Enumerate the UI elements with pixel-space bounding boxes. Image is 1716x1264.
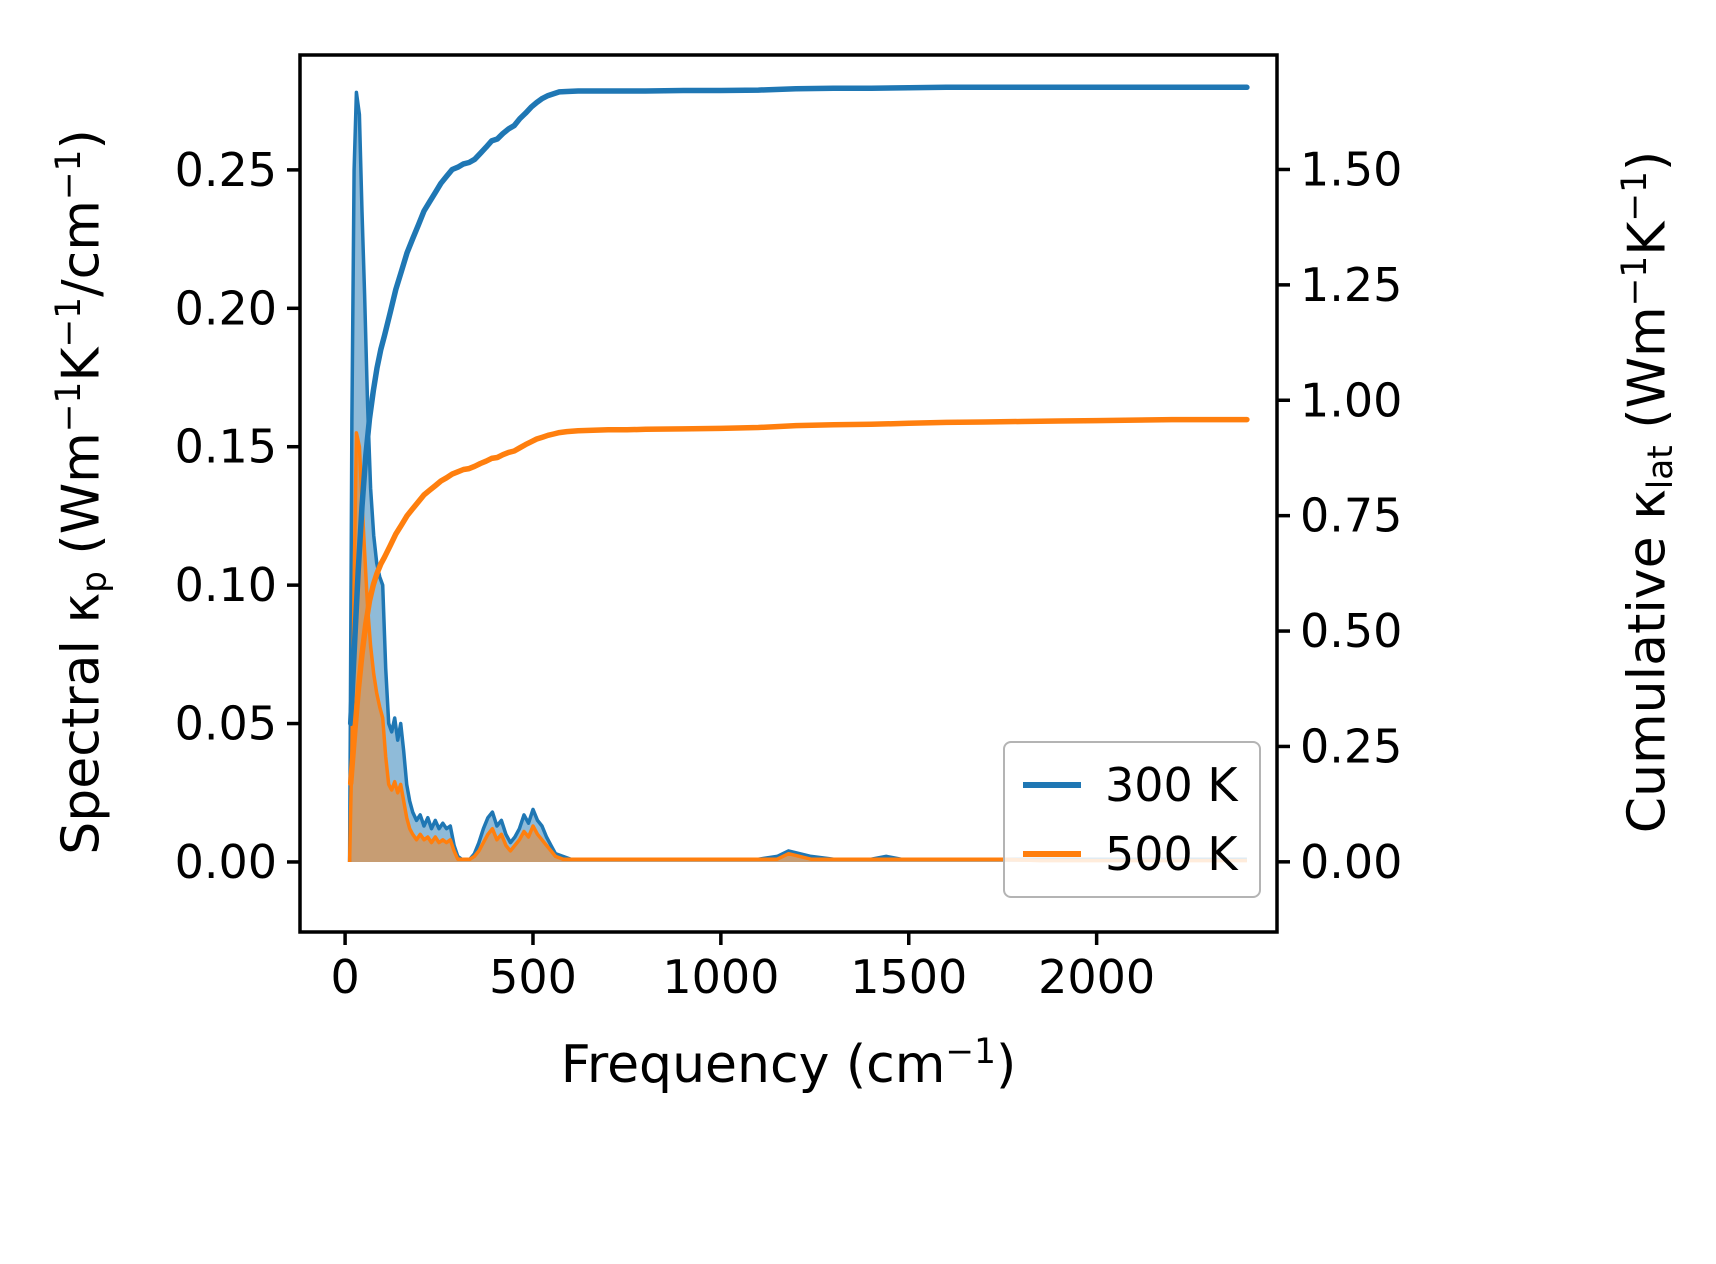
legend-entry-500k: 500 K — [1023, 831, 1241, 877]
svg-text:0.15: 0.15 — [175, 420, 277, 474]
svg-text:0.00: 0.00 — [175, 835, 277, 889]
svg-text:1500: 1500 — [850, 950, 967, 1004]
y-axis-label-right: Cumulative κlat (Wm−1K−1) — [1614, 150, 1682, 834]
svg-text:0.75: 0.75 — [1300, 489, 1402, 543]
svg-text:0.00: 0.00 — [1300, 835, 1402, 889]
legend: 300 K 500 K — [1003, 741, 1261, 898]
svg-text:0: 0 — [330, 950, 359, 1004]
x-axis-label: Frequency (cm−1) — [560, 1032, 1017, 1095]
svg-text:1.25: 1.25 — [1300, 258, 1402, 312]
svg-text:2000: 2000 — [1038, 950, 1155, 1004]
svg-text:500: 500 — [489, 950, 577, 1004]
legend-line-300k-icon — [1023, 782, 1081, 789]
legend-entry-300k: 300 K — [1023, 762, 1241, 808]
svg-text:1.50: 1.50 — [1300, 142, 1402, 196]
legend-label-300k: 300 K — [1105, 758, 1238, 813]
svg-text:0.25: 0.25 — [175, 143, 277, 197]
svg-text:0.10: 0.10 — [175, 558, 277, 612]
svg-text:0.05: 0.05 — [175, 697, 277, 751]
y-axis-label-left: Spectral κp (Wm−1K−1/cm−1) — [48, 129, 116, 855]
legend-label-500k: 500 K — [1105, 826, 1238, 881]
svg-text:0.25: 0.25 — [1300, 719, 1402, 773]
svg-text:0.20: 0.20 — [175, 281, 277, 335]
svg-text:1000: 1000 — [662, 950, 779, 1004]
svg-text:1.00: 1.00 — [1300, 373, 1402, 427]
legend-line-500k-icon — [1023, 850, 1081, 857]
svg-text:0.50: 0.50 — [1300, 604, 1402, 658]
